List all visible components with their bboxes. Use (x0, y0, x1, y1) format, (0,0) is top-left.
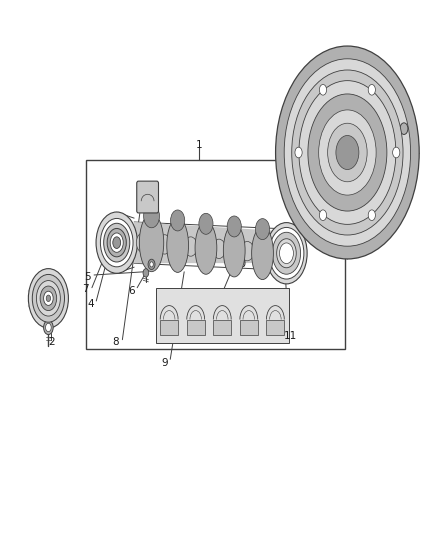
Ellipse shape (319, 210, 327, 221)
Ellipse shape (110, 233, 123, 252)
Ellipse shape (195, 222, 217, 274)
Ellipse shape (96, 212, 138, 273)
Text: 5: 5 (84, 272, 90, 282)
Ellipse shape (44, 291, 53, 305)
Ellipse shape (144, 204, 159, 228)
Ellipse shape (400, 123, 408, 134)
Ellipse shape (266, 223, 307, 284)
Ellipse shape (100, 219, 133, 267)
Ellipse shape (150, 262, 153, 267)
Ellipse shape (32, 274, 64, 322)
Text: 13: 13 (389, 109, 402, 119)
Ellipse shape (167, 218, 188, 272)
Ellipse shape (44, 320, 53, 335)
Ellipse shape (158, 235, 171, 254)
Bar (213, 319, 231, 335)
Ellipse shape (139, 214, 164, 272)
Bar (156, 288, 289, 343)
Ellipse shape (104, 223, 130, 262)
Ellipse shape (46, 324, 51, 332)
Ellipse shape (107, 229, 126, 257)
Ellipse shape (212, 239, 226, 259)
Ellipse shape (292, 70, 403, 235)
Ellipse shape (255, 219, 270, 240)
Ellipse shape (368, 85, 375, 95)
Ellipse shape (170, 210, 185, 231)
Ellipse shape (299, 80, 396, 224)
Ellipse shape (28, 269, 68, 328)
Ellipse shape (277, 239, 296, 268)
Bar (160, 319, 178, 335)
Text: 7: 7 (82, 284, 89, 294)
Ellipse shape (267, 244, 280, 263)
Text: 9: 9 (161, 358, 168, 368)
Ellipse shape (269, 228, 304, 279)
Ellipse shape (36, 280, 60, 316)
Bar (240, 319, 258, 335)
Ellipse shape (295, 147, 302, 158)
Bar (86, 160, 345, 349)
Text: 6: 6 (128, 286, 134, 296)
Ellipse shape (276, 46, 419, 259)
Text: 12: 12 (332, 106, 345, 116)
Ellipse shape (252, 227, 273, 280)
Text: 8: 8 (113, 337, 119, 347)
Ellipse shape (284, 59, 410, 246)
Bar (187, 319, 205, 335)
FancyBboxPatch shape (137, 181, 159, 213)
Ellipse shape (113, 237, 120, 248)
Text: 4: 4 (87, 298, 94, 309)
Text: 11: 11 (284, 332, 297, 342)
Ellipse shape (46, 295, 50, 302)
Ellipse shape (40, 286, 57, 311)
Ellipse shape (319, 85, 327, 95)
Text: 10: 10 (233, 259, 247, 269)
Ellipse shape (308, 94, 387, 211)
Ellipse shape (392, 147, 400, 158)
Ellipse shape (241, 241, 254, 261)
Ellipse shape (136, 233, 149, 252)
Polygon shape (134, 222, 276, 263)
Ellipse shape (184, 237, 197, 256)
Ellipse shape (148, 259, 155, 270)
Ellipse shape (199, 213, 213, 235)
Text: 1: 1 (196, 140, 203, 150)
Ellipse shape (143, 269, 149, 277)
Ellipse shape (368, 210, 375, 221)
Ellipse shape (272, 232, 300, 274)
Ellipse shape (336, 135, 359, 169)
Ellipse shape (223, 224, 245, 277)
Text: 2: 2 (48, 337, 55, 347)
Text: 3: 3 (34, 309, 41, 319)
Ellipse shape (319, 110, 376, 195)
Ellipse shape (328, 123, 367, 182)
Bar (266, 319, 284, 335)
Ellipse shape (279, 243, 293, 263)
Ellipse shape (227, 216, 241, 237)
